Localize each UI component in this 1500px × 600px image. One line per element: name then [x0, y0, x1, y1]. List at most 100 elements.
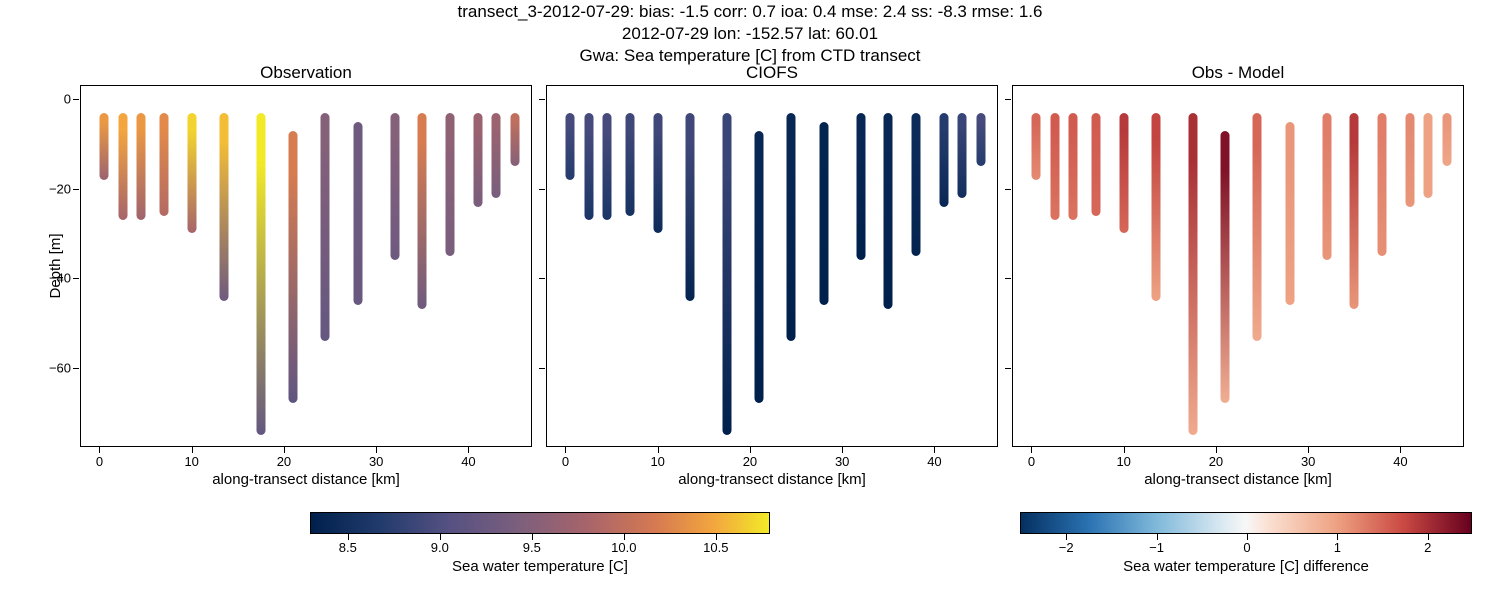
xtick: [1308, 447, 1309, 453]
profile-bar: [321, 113, 330, 341]
xtick: [1216, 447, 1217, 453]
profile-bar: [787, 113, 796, 341]
xtick: [1124, 447, 1125, 453]
profile-bar: [1322, 113, 1331, 260]
colorbar-diff-label: Sea water temperature [C] difference: [1123, 558, 1369, 575]
profile-bar: [911, 113, 920, 256]
yticklabel: −40: [49, 271, 71, 286]
profile-bar: [626, 113, 635, 216]
profile-bar: [1424, 113, 1433, 198]
profile-bar: [976, 113, 985, 167]
profile-bar: [118, 113, 127, 220]
xticklabel: 20: [277, 454, 291, 469]
xticklabel: 40: [1393, 454, 1407, 469]
ytick: [539, 278, 545, 279]
xtick: [468, 447, 469, 453]
profile-bar: [755, 131, 764, 404]
xticklabel: 40: [927, 454, 941, 469]
profile-bar: [1221, 131, 1230, 404]
colorbar-ticklabel: 0: [1243, 540, 1250, 555]
profile-bar: [653, 113, 662, 234]
profile-bar: [445, 113, 454, 256]
xticklabel: 10: [184, 454, 198, 469]
profile-bar: [685, 113, 694, 301]
yticklabel: −60: [49, 360, 71, 375]
xtick: [192, 447, 193, 453]
xtick: [284, 447, 285, 453]
profile-bar: [939, 113, 948, 207]
profile-bar: [884, 113, 893, 310]
colorbar-ticklabel: 10.0: [611, 540, 636, 555]
colorbar-ticklabel: 8.5: [339, 540, 357, 555]
ytick: [539, 189, 545, 190]
profile-bar: [353, 122, 362, 305]
xticklabel: 10: [650, 454, 664, 469]
ytick: [73, 278, 79, 279]
profile-bar: [187, 113, 196, 234]
profile-bar: [602, 113, 611, 220]
xticklabel: 20: [1209, 454, 1223, 469]
xlabel: along-transect distance [km]: [1013, 471, 1463, 488]
colorbar-ticklabel: 1: [1334, 540, 1341, 555]
profile-bar: [473, 113, 482, 207]
panels-row: ObservationDepth [m]0−20−40−60010203040a…: [80, 85, 1464, 447]
panel-diff: Obs - Model010203040along-transect dista…: [1012, 85, 1464, 447]
xtick: [99, 447, 100, 453]
xticklabel: 0: [562, 454, 569, 469]
xticklabel: 30: [1301, 454, 1315, 469]
figure: transect_3-2012-07-29: bias: -1.5 corr: …: [0, 0, 1500, 600]
panel-title-diff: Obs - Model: [1012, 63, 1464, 83]
profile-bar: [1377, 113, 1386, 256]
xticklabel: 30: [369, 454, 383, 469]
ytick: [539, 368, 545, 369]
xticklabel: 30: [835, 454, 849, 469]
profile-bar: [1092, 113, 1101, 216]
profile-bar: [1350, 113, 1359, 310]
suptitle-line2: 2012-07-29 lon: -152.57 lat: 60.01: [0, 24, 1500, 44]
panel-title-obs: Observation: [80, 63, 532, 83]
suptitle-line1: transect_3-2012-07-29: bias: -1.5 corr: …: [0, 2, 1500, 22]
colorbar-ticklabel: 10.5: [703, 540, 728, 555]
xticklabel: 40: [461, 454, 475, 469]
profile-bar: [1119, 113, 1128, 234]
yticklabel: 0: [64, 92, 71, 107]
profile-bar: [1405, 113, 1414, 207]
ytick: [1005, 189, 1011, 190]
xtick: [376, 447, 377, 453]
colorbar-ticklabel: −2: [1059, 540, 1074, 555]
axes-obs: Depth [m]0−20−40−60010203040along-transe…: [80, 85, 532, 447]
panel-title-model: CIOFS: [546, 63, 998, 83]
xtick: [565, 447, 566, 453]
ytick: [539, 99, 545, 100]
profile-bar: [584, 113, 593, 220]
profile-bar: [418, 113, 427, 310]
profile-bar: [219, 113, 228, 301]
xtick: [842, 447, 843, 453]
ylabel: Depth [m]: [47, 233, 64, 298]
xticklabel: 0: [1028, 454, 1035, 469]
ytick: [73, 368, 79, 369]
profile-bar: [289, 131, 298, 404]
profile-bar: [722, 113, 731, 435]
ytick: [1005, 368, 1011, 369]
profile-bar: [819, 122, 828, 305]
colorbar-main-label: Sea water temperature [C]: [452, 558, 628, 575]
profile-bar: [1050, 113, 1059, 220]
xtick: [658, 447, 659, 453]
axes-diff: 010203040along-transect distance [km]: [1012, 85, 1464, 447]
profile-bar: [256, 113, 265, 435]
profile-bar: [1032, 113, 1041, 180]
profile-bar: [566, 113, 575, 180]
xtick: [750, 447, 751, 453]
ytick: [73, 99, 79, 100]
ytick: [1005, 278, 1011, 279]
profile-bar: [1442, 113, 1451, 167]
profile-bar: [958, 113, 967, 198]
profile-bar: [136, 113, 145, 220]
xtick: [1031, 447, 1032, 453]
profile-bar: [856, 113, 865, 260]
colorbar-ticklabel: 9.0: [431, 540, 449, 555]
profile-bar: [1285, 122, 1294, 305]
colorbar-main: 8.59.09.510.010.5 Sea water temperature …: [310, 512, 770, 575]
profile-bar: [390, 113, 399, 260]
